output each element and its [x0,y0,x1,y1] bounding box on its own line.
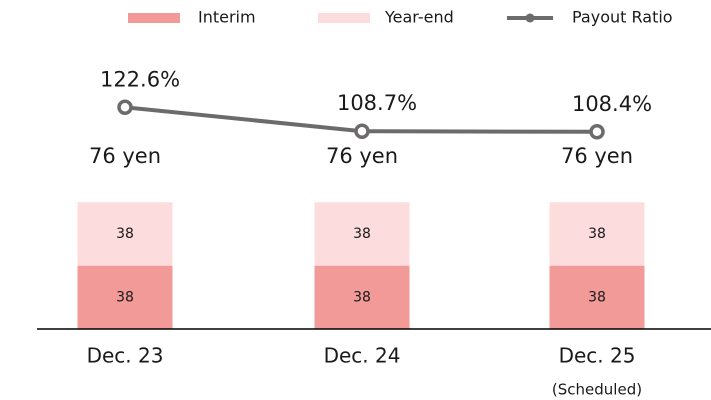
bar-value-label: 38 [116,289,134,305]
total-label: 76 yen [561,144,633,168]
bar-value-label: 38 [353,226,371,242]
line-marker [117,99,133,116]
line-value-label: 108.4% [572,92,652,116]
legend-label: Year-end [384,8,454,27]
bar-value-label: 38 [116,226,134,242]
x-tick-label: Dec. 24 [324,344,401,368]
x-tick-label: Dec. 25 [559,344,636,368]
bar-value-label: 38 [588,226,606,242]
bar-segment [314,265,410,329]
x-tick-label: Dec. 23 [87,344,164,368]
bar-value-label: 38 [353,289,371,305]
line-marker [354,123,370,139]
bar-segment [549,265,645,329]
bar-segment [314,202,410,266]
bar-segment [77,265,173,329]
line-marker [589,124,605,140]
legend-label: Interim [198,8,256,27]
category-note: (Scheduled) [552,381,642,399]
bar-segment [77,202,173,266]
total-label: 76 yen [326,144,398,168]
bar-value-label: 38 [588,289,606,305]
bar-segment [549,202,645,266]
total-label: 76 yen [89,144,161,168]
legend-swatch [128,13,180,23]
legend-label: Payout Ratio [572,8,673,27]
legend-marker [525,13,535,23]
legend-swatch [318,13,370,23]
line-value-label: 122.6% [100,67,180,91]
line-value-label: 108.7% [337,91,417,115]
